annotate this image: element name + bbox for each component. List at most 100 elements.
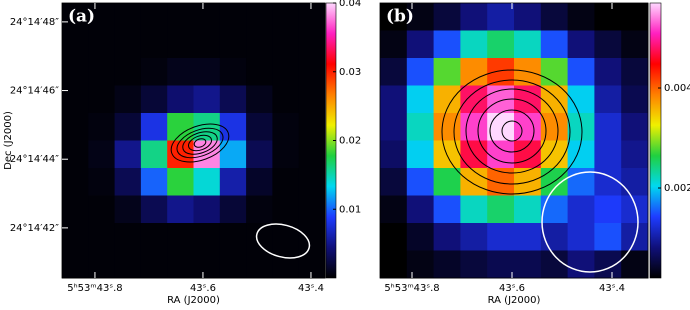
pixel — [167, 30, 194, 59]
pixel — [406, 30, 435, 59]
pixel — [140, 140, 168, 169]
contour — [176, 127, 224, 159]
pixel — [487, 58, 515, 86]
overlays — [170, 69, 639, 273]
pixel — [433, 30, 461, 59]
pixel — [540, 168, 569, 196]
pixel — [167, 195, 194, 224]
pixel — [594, 30, 622, 59]
pixel — [219, 140, 247, 169]
pixel — [514, 223, 542, 251]
pixel — [62, 168, 89, 196]
pixel — [621, 85, 649, 114]
pixel — [219, 85, 247, 114]
pixel — [88, 30, 116, 59]
pixel — [272, 140, 300, 169]
pixel — [460, 223, 488, 251]
pixel — [621, 113, 649, 141]
pixel — [88, 168, 116, 196]
contour — [441, 69, 583, 195]
pixel — [487, 3, 515, 31]
pixel — [272, 250, 300, 279]
pixel — [219, 168, 247, 196]
pixel — [114, 140, 142, 169]
pixel — [514, 30, 542, 59]
pixel — [193, 250, 221, 279]
pixel — [62, 195, 89, 224]
colorbar-tick-label: 0.04 — [339, 0, 361, 9]
pixel — [167, 140, 194, 169]
pixel — [487, 223, 515, 251]
pixel — [567, 250, 595, 279]
pixel — [433, 140, 461, 169]
colorbar-tick-label: 0.01 — [339, 204, 361, 215]
pixel — [514, 113, 542, 141]
pixel — [567, 195, 595, 224]
x-tick-label: 43ˢ.6 — [190, 283, 216, 294]
pixel — [460, 195, 488, 224]
pixel — [140, 168, 168, 196]
pixel — [621, 30, 649, 59]
pixel — [621, 195, 649, 224]
pixel — [272, 85, 300, 114]
pixel — [140, 250, 168, 279]
pixel — [460, 3, 488, 31]
pixel — [433, 58, 461, 86]
pixel — [406, 250, 435, 279]
pixel — [594, 195, 622, 224]
y-tick-label: 24°14′42″ — [10, 223, 59, 234]
pixel — [460, 58, 488, 86]
pixel — [621, 140, 649, 169]
pixel — [540, 30, 569, 59]
pixel — [380, 58, 408, 86]
contour — [477, 98, 547, 164]
beam — [255, 223, 311, 259]
contour — [489, 109, 535, 153]
pixel — [246, 3, 273, 31]
pixel — [140, 85, 168, 114]
pixel — [594, 250, 622, 279]
pixel — [298, 113, 326, 141]
pixel — [406, 58, 435, 86]
pixel — [62, 140, 89, 169]
pixel — [140, 195, 168, 224]
pixel — [167, 250, 194, 279]
pixel — [88, 250, 116, 279]
pixel — [140, 58, 168, 86]
pixel — [380, 223, 408, 251]
pixel — [433, 3, 461, 31]
pixel — [246, 30, 273, 59]
pixel — [380, 195, 408, 224]
pixel — [460, 250, 488, 279]
pixel — [219, 195, 247, 224]
y-tick-label: 24°14′44″ — [10, 154, 59, 165]
pixel — [62, 250, 89, 279]
contour — [187, 134, 213, 152]
pixel — [460, 113, 488, 141]
panel-label: (a) — [68, 7, 95, 27]
pixel — [406, 140, 435, 169]
pixel — [567, 223, 595, 251]
pixel — [514, 195, 542, 224]
x-tick-label: 5ʰ53ᵐ43ˢ.8 — [384, 283, 439, 294]
contour — [193, 138, 207, 148]
pixel — [114, 58, 142, 86]
pixel — [567, 58, 595, 86]
pixel — [487, 140, 515, 169]
y-tick-label: 24°14′48″ — [10, 17, 59, 28]
pixel — [88, 195, 116, 224]
pixel — [380, 250, 408, 279]
pixel — [594, 113, 622, 141]
pixel — [62, 85, 89, 114]
pixel — [567, 30, 595, 59]
pixel — [406, 168, 435, 196]
pixel — [246, 85, 273, 114]
pixel — [114, 30, 142, 59]
pixel — [621, 223, 649, 251]
pixel — [246, 223, 273, 251]
pixel — [88, 58, 116, 86]
pixel — [406, 3, 435, 31]
y-axis-label: Dec (J2000) — [3, 111, 14, 170]
pixel — [406, 85, 435, 114]
pixel — [433, 168, 461, 196]
